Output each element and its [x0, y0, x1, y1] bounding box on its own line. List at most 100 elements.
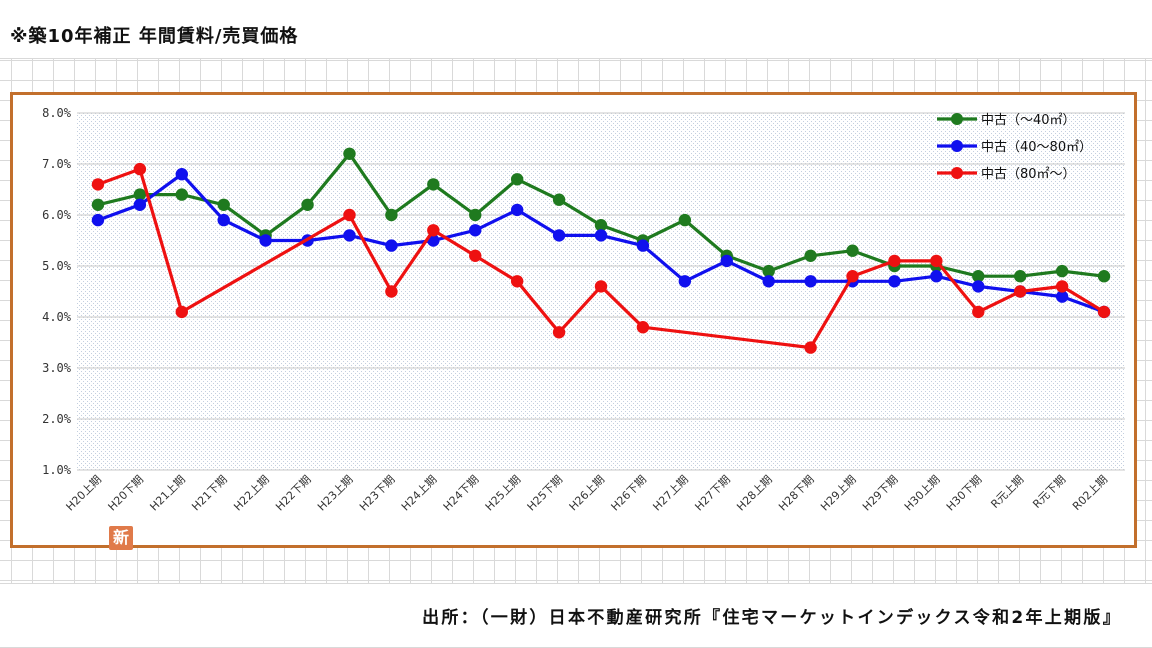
legend-label: 中古（～40㎡） [981, 113, 1076, 128]
data-point[interactable] [510, 203, 524, 217]
data-point[interactable] [385, 285, 398, 298]
x-tick-label: H25下期 [525, 473, 566, 514]
data-point[interactable] [175, 168, 188, 181]
y-tick-label: 4.0% [42, 310, 72, 324]
data-point[interactable] [1014, 285, 1027, 298]
data-point[interactable] [385, 239, 398, 252]
data-point[interactable] [343, 208, 356, 222]
legend-marker [951, 113, 963, 125]
data-point[interactable] [259, 234, 272, 247]
data-point[interactable] [469, 224, 482, 237]
data-point[interactable] [1055, 264, 1069, 278]
data-point[interactable] [972, 280, 985, 293]
data-point[interactable] [469, 208, 482, 222]
data-point[interactable] [846, 244, 859, 257]
data-point[interactable] [720, 254, 733, 268]
y-tick-label: 6.0% [42, 208, 72, 222]
data-point[interactable] [469, 249, 482, 262]
data-point[interactable] [804, 275, 817, 288]
data-point[interactable] [804, 249, 817, 262]
data-point[interactable] [217, 198, 230, 211]
data-point[interactable] [678, 275, 692, 288]
page-title: ※築10年補正 年間賃料/売買価格 [10, 26, 299, 47]
data-point[interactable] [762, 275, 775, 288]
data-point[interactable] [1097, 305, 1111, 319]
y-axis-ticks: 1.0% 2.0% 3.0% 4.0% 5.0% 6.0% 7.0% 8.0% [42, 106, 72, 477]
data-point[interactable] [930, 254, 943, 268]
x-tick-label: H26下期 [609, 473, 650, 514]
data-point[interactable] [552, 193, 566, 206]
x-tick-label: R元上期 [988, 473, 1026, 511]
data-point[interactable] [133, 198, 147, 211]
title-row [0, 0, 1152, 59]
data-point[interactable] [594, 229, 608, 242]
data-point[interactable] [678, 213, 692, 227]
x-tick-label: H24下期 [441, 473, 482, 514]
x-tick-label: H29上期 [818, 473, 859, 514]
data-point[interactable] [1055, 290, 1069, 303]
data-point[interactable] [217, 213, 230, 227]
data-point[interactable] [343, 147, 356, 160]
x-tick-label: R02上期 [1070, 473, 1110, 513]
data-point[interactable] [510, 173, 524, 186]
data-point[interactable] [1014, 270, 1027, 283]
data-point[interactable] [133, 188, 147, 201]
chart-frame[interactable]: 1.0% 2.0% 3.0% 4.0% 5.0% 6.0% 7.0% 8.0% H20上期 H2… [10, 92, 1137, 550]
x-tick-label: H28上期 [734, 473, 775, 514]
line-chart: 1.0%2.0%3.0%4.0%5.0%6.0%7.0%8.0% H20上期 H2… [42, 106, 1125, 514]
data-point[interactable] [427, 224, 440, 237]
legend-label: 中古（40～80㎡） [981, 140, 1092, 155]
data-point[interactable] [636, 239, 650, 252]
gridlines [77, 112, 1125, 471]
x-tick-label: H30上期 [902, 473, 943, 514]
data-point[interactable] [552, 326, 566, 339]
y-tick-label: 3.0% [42, 361, 72, 375]
data-point[interactable] [552, 229, 566, 242]
y-tick-label: 5.0% [42, 259, 72, 273]
data-point[interactable] [510, 275, 524, 288]
data-point[interactable] [175, 188, 188, 201]
x-axis-ticks: H20上期 H20下期 H21上期 H21下期 H22上期 H22下期 H23上期 H23下期… [64, 473, 1111, 514]
x-tick-label: R元下期 [1030, 473, 1068, 511]
data-point[interactable] [1055, 280, 1069, 293]
data-point[interactable] [301, 198, 314, 211]
data-point[interactable] [930, 270, 943, 283]
legend[interactable]: 中古（～40㎡） 中古（40～80㎡） 中古（80㎡～） [937, 113, 1092, 182]
x-tick-label: H29下期 [860, 473, 901, 514]
x-tick-label: H26上期 [567, 473, 608, 514]
source-note: 出所：（一財）日本不動産研究所『住宅マーケットインデックス令和2年上期版』 [422, 608, 1122, 628]
data-point[interactable] [343, 229, 356, 242]
x-tick-label: H27下期 [692, 473, 733, 514]
data-point[interactable] [762, 264, 775, 278]
data-point[interactable] [91, 213, 105, 227]
x-tick-label: H22上期 [231, 473, 272, 514]
new-badge: 新 [109, 526, 133, 550]
legend-label: 中古（80㎡～） [981, 167, 1076, 182]
data-point[interactable] [1097, 270, 1111, 283]
x-tick-label: H23下期 [357, 473, 398, 514]
y-tick-label: 2.0% [42, 412, 72, 426]
x-tick-label: H23上期 [315, 473, 356, 514]
legend-marker [951, 140, 963, 152]
data-point[interactable] [594, 219, 608, 232]
data-point[interactable] [888, 254, 901, 268]
x-tick-label: H27上期 [650, 473, 691, 514]
data-point[interactable] [804, 341, 817, 354]
y-tick-label: 1.0% [42, 463, 72, 477]
data-point[interactable] [594, 280, 608, 293]
data-point[interactable] [91, 178, 105, 191]
data-point[interactable] [91, 198, 105, 211]
x-tick-label: H22下期 [273, 473, 314, 514]
data-point[interactable] [846, 270, 859, 283]
data-point[interactable] [888, 275, 901, 288]
data-point[interactable] [175, 305, 188, 319]
data-point[interactable] [133, 162, 147, 176]
data-point[interactable] [636, 321, 650, 334]
data-point[interactable] [972, 270, 985, 283]
x-tick-label: H20下期 [105, 473, 146, 514]
series-3 [91, 162, 1111, 354]
data-point[interactable] [385, 208, 398, 222]
x-tick-label: H30下期 [944, 473, 985, 514]
data-point[interactable] [972, 305, 985, 319]
data-point[interactable] [427, 178, 440, 191]
